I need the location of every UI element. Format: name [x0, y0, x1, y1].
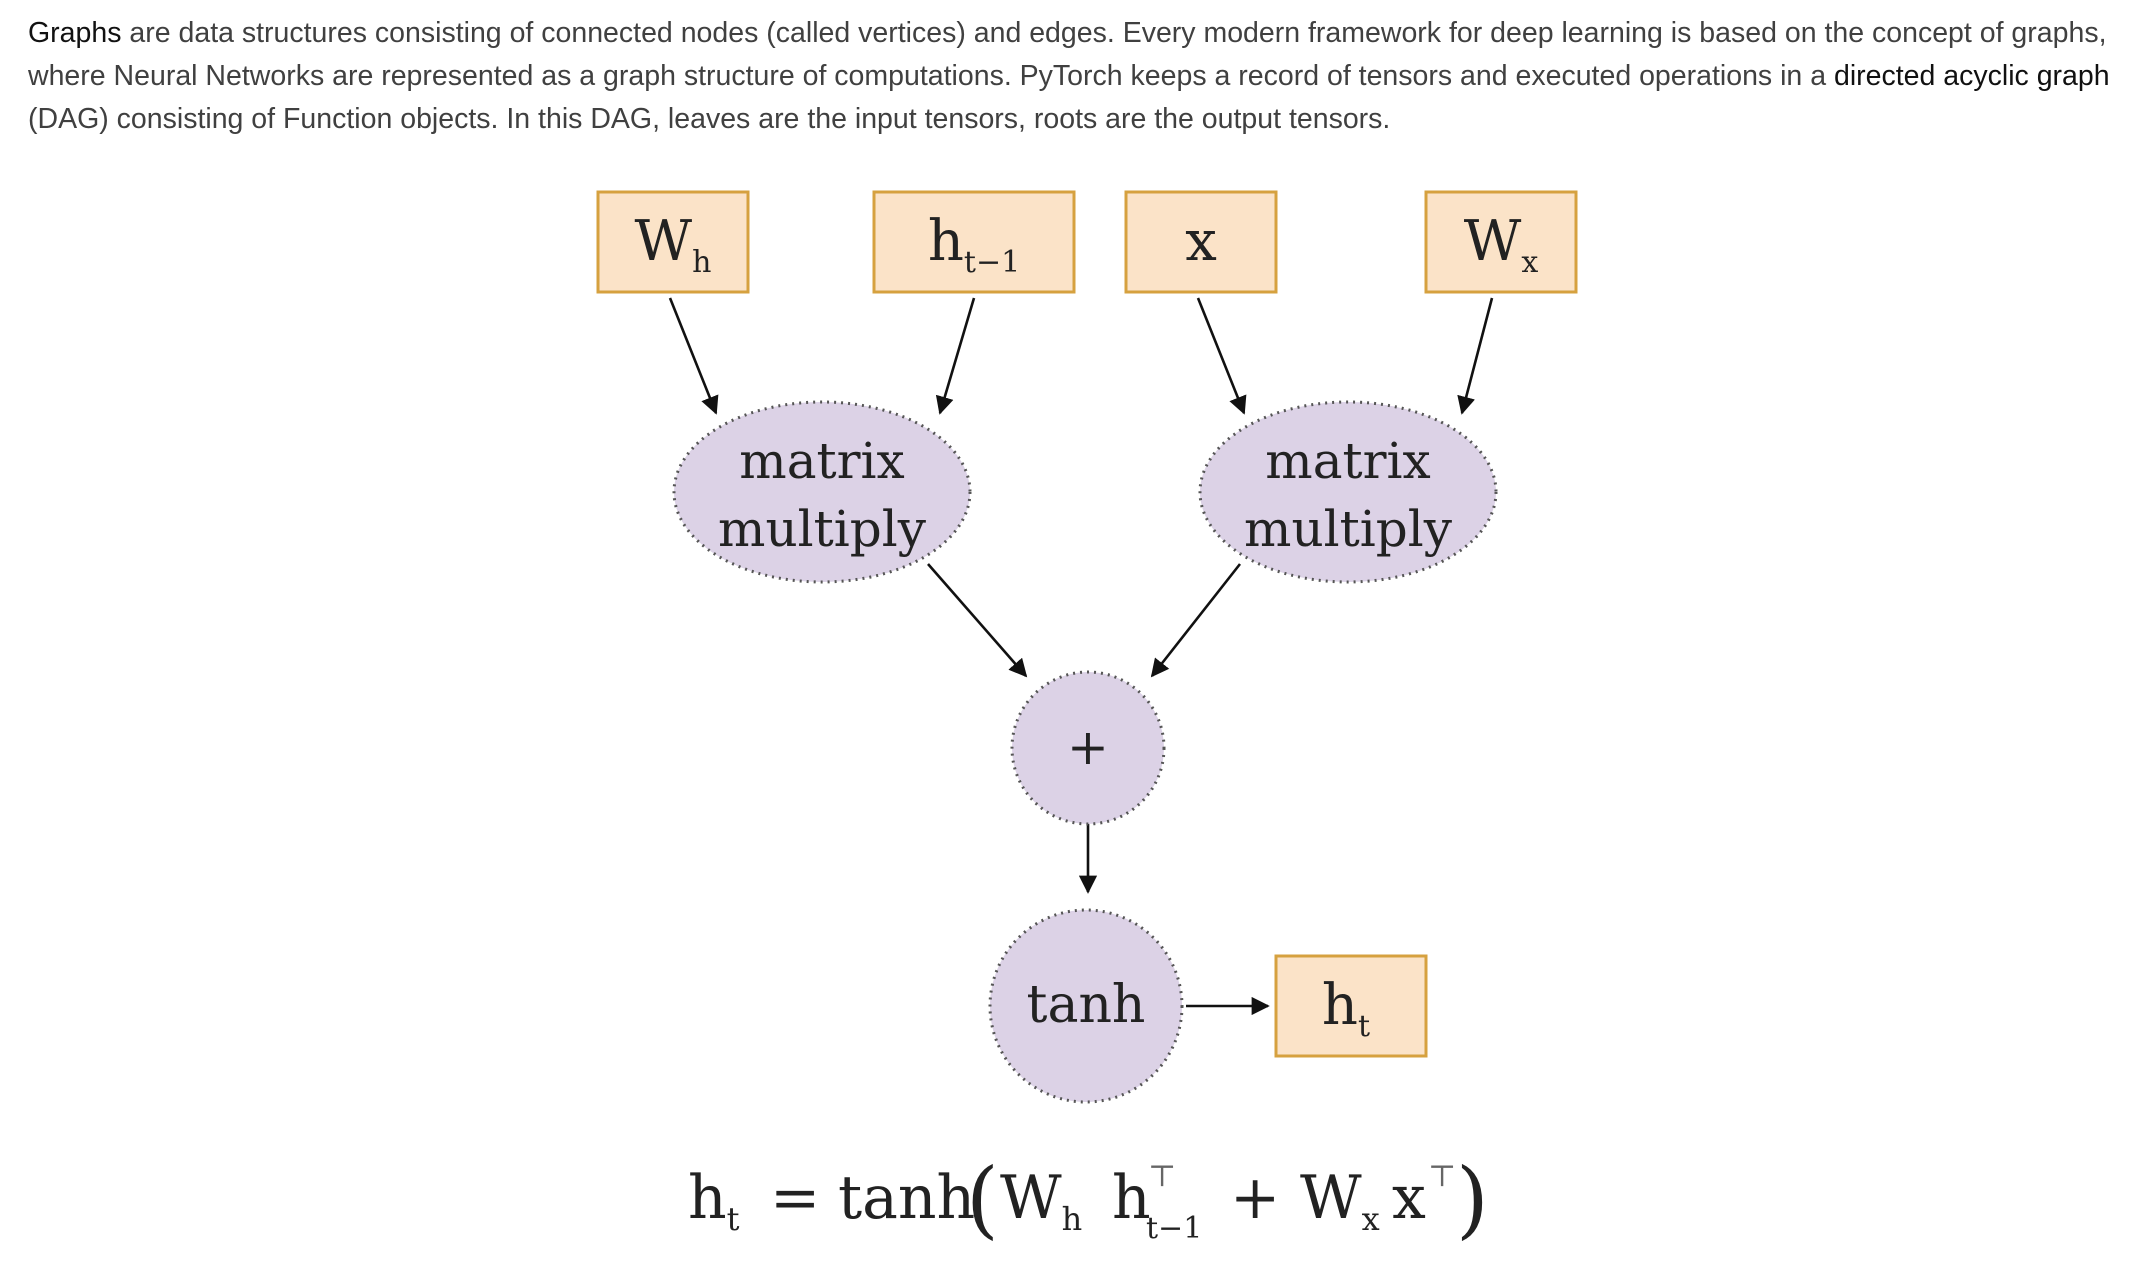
op-node-add-label: +	[1067, 718, 1109, 776]
op-node-matmul-left-ellipse	[672, 400, 972, 584]
equation-equals: =	[770, 1163, 820, 1233]
directed-acyclic-graph-link[interactable]: directed acyclic graph	[1833, 60, 2110, 92]
output-node-ht-label: ht	[1322, 973, 1370, 1044]
equation-tanh: tanh	[838, 1163, 975, 1233]
op-node-matmul-left-line2: multiply	[718, 500, 927, 558]
equation-h-prev: h	[1112, 1163, 1151, 1233]
input-node-h-prev-label: ht−1	[928, 209, 1020, 280]
equation-x: x	[1392, 1163, 1426, 1233]
edge-matmul-right-to-add	[1150, 563, 1242, 678]
op-node-matmul-left: matrix multiply	[672, 400, 972, 584]
op-node-add: +	[1010, 670, 1166, 826]
output-node-ht: ht	[1274, 954, 1428, 1058]
op-node-tanh: tanh	[988, 908, 1184, 1104]
output-node-ht-box	[1274, 954, 1428, 1058]
intro-paragraph: Graphs are data structures consisting of…	[28, 12, 2118, 141]
equation-plus: +	[1230, 1163, 1280, 1233]
intro-text-2: (DAG) consisting of Function objects. In…	[28, 103, 1391, 135]
input-node-h-prev-box	[872, 190, 1076, 294]
input-node-wx: Wx	[1424, 190, 1578, 294]
equation-close-paren: )	[1456, 1150, 1489, 1248]
op-node-matmul-right: matrix multiply	[1198, 400, 1498, 584]
input-node-wx-box	[1424, 190, 1578, 294]
edge-wh-to-matmul-left	[668, 297, 719, 415]
equation-w-h: Wh	[1000, 1163, 1082, 1238]
equation-h-prev-sup: ⊤	[1148, 1159, 1176, 1194]
edge-matmul-left-to-add	[927, 563, 1028, 678]
equation-x-sup: ⊤	[1428, 1159, 1456, 1194]
op-node-tanh-label: tanh	[1027, 975, 1146, 1035]
equation-h-prev-sub: t−1	[1146, 1211, 1202, 1246]
input-node-x-label: x	[1185, 209, 1217, 274]
op-node-matmul-left-line1: matrix	[739, 432, 904, 490]
intro-text-1: are data structures consisting of connec…	[28, 17, 2107, 92]
graph-edges	[668, 297, 1494, 1016]
input-node-x-box	[1124, 190, 1278, 294]
op-node-matmul-right-line1: matrix	[1265, 432, 1430, 490]
input-node-x: x	[1124, 190, 1278, 294]
equation-open-paren: (	[966, 1150, 999, 1248]
graphs-link[interactable]: Graphs	[28, 17, 122, 49]
equation-lhs: ht	[688, 1163, 740, 1238]
op-node-matmul-right-line2: multiply	[1244, 500, 1453, 558]
input-node-h-prev: ht−1	[872, 190, 1076, 294]
edge-wx-to-matmul-right	[1457, 297, 1494, 415]
equation-w-x: Wx	[1300, 1163, 1380, 1238]
op-node-add-circle	[1010, 670, 1166, 826]
input-node-wh: Wh	[596, 190, 750, 294]
input-node-wx-label: Wx	[1464, 209, 1539, 280]
rnn-equation: ht = tanh ( Wh h ⊤ t−1 + Wx x ⊤ )	[688, 1150, 1489, 1248]
input-node-wh-label: Wh	[635, 209, 712, 280]
input-node-wh-box	[596, 190, 750, 294]
op-node-tanh-circle	[988, 908, 1184, 1104]
edge-hprev-to-matmul-left	[935, 297, 976, 415]
edge-x-to-matmul-right	[1196, 297, 1247, 415]
op-node-matmul-right-ellipse	[1198, 400, 1498, 584]
